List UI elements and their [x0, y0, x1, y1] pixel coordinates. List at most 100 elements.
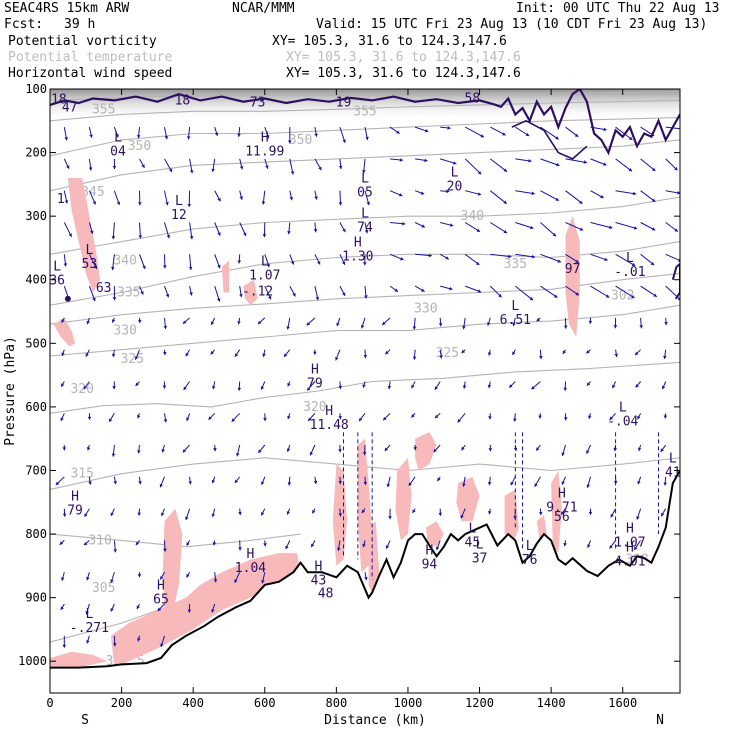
wind-vector	[665, 126, 680, 130]
wind-arrowhead	[84, 542, 88, 546]
pv-extremum-marker: L	[626, 251, 634, 266]
field-xy-potential-vorticity: XY= 105.3, 31.6 to 124.3,147.6	[272, 34, 507, 49]
theta-contour-345	[50, 139, 680, 192]
wind-arrowhead	[677, 297, 680, 301]
wind-arrowhead	[661, 385, 666, 390]
wind-arrowhead	[412, 509, 416, 513]
theta-label: 302	[611, 289, 634, 304]
wind-arrowhead	[449, 223, 454, 227]
wind-vector	[565, 222, 584, 231]
wind-arrowhead	[362, 170, 366, 174]
wind-arrowhead	[111, 236, 116, 240]
wind-arrowhead	[137, 414, 141, 419]
wind-arrowhead	[83, 385, 87, 390]
wind-arrowhead	[609, 225, 613, 229]
wind-arrowhead	[386, 483, 391, 488]
theta-label: 355	[353, 104, 376, 119]
wind-arrowhead	[217, 264, 221, 269]
wind-arrowhead	[462, 326, 466, 330]
wind-arrowhead	[583, 160, 587, 164]
wind-arrowhead	[421, 288, 425, 292]
wind-arrowhead	[61, 319, 65, 323]
wind-arrowhead	[234, 479, 239, 483]
pv-extremum-marker: L	[451, 165, 459, 180]
wind-arrowhead	[651, 227, 656, 231]
valid-time: Valid: 15 UTC Fri 23 Aug 13 (10 CDT Fri …	[316, 17, 708, 32]
wind-arrowhead	[563, 543, 567, 547]
wind-arrowhead	[612, 384, 616, 389]
wind-arrowhead	[235, 353, 239, 357]
wind-vector	[615, 285, 635, 299]
wind-arrowhead	[59, 541, 64, 545]
wind-arrowhead	[400, 257, 404, 261]
wind-arrowhead	[137, 450, 141, 454]
pv-value-label: 58	[465, 92, 481, 107]
wind-vector	[615, 158, 633, 172]
wind-arrowhead	[168, 168, 173, 172]
wind-arrowhead	[318, 166, 322, 171]
wind-arrowhead	[446, 189, 450, 194]
pv-value-label: 56	[554, 510, 570, 525]
pv-extremum-marker: L	[511, 299, 519, 314]
wind-vector	[540, 285, 558, 299]
wind-arrowhead	[214, 132, 219, 136]
x-tick-label: 1000	[394, 696, 423, 710]
wind-arrowhead	[64, 200, 69, 204]
wind-arrowhead	[113, 549, 117, 553]
wind-arrowhead	[631, 262, 636, 266]
pv-fill-region	[50, 651, 108, 668]
wind-arrowhead	[561, 511, 565, 515]
wind-arrowhead	[434, 386, 438, 390]
wind-arrowhead	[457, 418, 461, 423]
wind-arrowhead	[604, 257, 608, 261]
wind-arrowhead	[337, 547, 341, 551]
wind-arrowhead	[538, 415, 542, 419]
wind-arrowhead	[64, 137, 68, 141]
wind-arrowhead	[563, 325, 568, 329]
field-name-wind-speed: Horizontal wind speed	[8, 66, 173, 81]
wind-arrowhead	[653, 293, 657, 297]
wind-arrowhead	[61, 352, 65, 356]
theta-label: 340	[113, 254, 136, 269]
wind-vector	[489, 158, 508, 173]
theta-contour-340	[50, 196, 680, 255]
wind-vector	[464, 158, 482, 175]
wind-arrowhead	[631, 294, 635, 298]
wind-arrowhead	[609, 545, 613, 549]
pv-value-label: 1.30	[342, 249, 373, 264]
wind-arrowhead	[309, 452, 314, 456]
wind-arrowhead	[137, 574, 142, 578]
wind-arrowhead	[92, 201, 96, 205]
terrain-line	[50, 470, 680, 669]
wind-arrowhead	[290, 261, 295, 265]
wind-arrowhead	[503, 168, 507, 172]
wind-vector	[640, 158, 656, 172]
pv-value-label: 05	[357, 186, 373, 201]
wind-arrowhead	[613, 325, 618, 329]
pv-fill-region	[368, 521, 380, 598]
wind-arrowhead	[164, 136, 169, 140]
wind-arrowhead	[262, 234, 267, 238]
theta-label: 330	[113, 324, 136, 339]
wind-arrowhead	[398, 193, 403, 197]
wind-arrowhead	[68, 233, 72, 237]
wind-arrowhead	[335, 357, 339, 361]
wind-arrowhead	[342, 261, 346, 265]
pv-fill-region	[53, 317, 76, 347]
wind-arrowhead	[85, 353, 89, 357]
wind-arrowhead	[163, 352, 167, 356]
wind-arrowhead	[632, 191, 637, 196]
wind-arrowhead	[115, 134, 119, 138]
wind-arrowhead	[243, 232, 247, 236]
wind-arrowhead	[449, 286, 453, 291]
wind-arrowhead	[411, 384, 415, 389]
pv-extremum-marker: H	[311, 362, 319, 377]
x-tick-label: 1400	[537, 696, 566, 710]
pv-value-label: 79	[67, 504, 83, 519]
field-xy-wind-speed: XY= 105.3, 31.6 to 124.3,147.6	[286, 66, 521, 81]
pv-contour-secondary	[511, 119, 588, 160]
wind-vector	[490, 253, 512, 258]
wind-arrowhead	[421, 224, 425, 228]
wind-arrowhead	[512, 322, 516, 327]
pv-extremum-marker: L	[85, 607, 93, 622]
